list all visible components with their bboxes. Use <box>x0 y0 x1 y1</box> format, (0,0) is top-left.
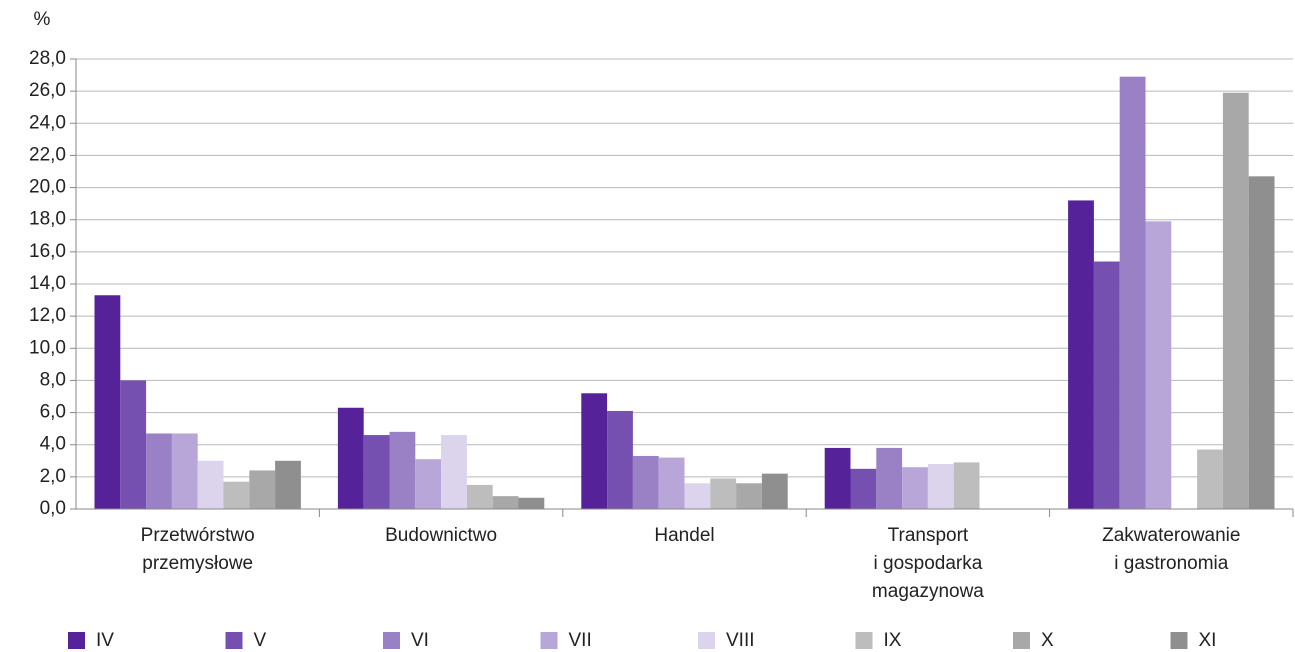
y-tick-label: 6,0 <box>40 402 66 423</box>
y-tick-label: 22,0 <box>29 144 66 165</box>
legend-swatch <box>698 632 715 649</box>
bar <box>927 464 954 509</box>
bar <box>876 447 903 509</box>
bar <box>581 393 608 509</box>
x-tick-label: i gastronomia <box>1114 553 1228 574</box>
y-tick-label: 4,0 <box>40 434 66 455</box>
legend-swatch <box>540 632 558 649</box>
x-tick-label: Zakwaterowanie <box>1102 525 1240 546</box>
bar <box>518 497 545 509</box>
legend-label: VI <box>411 630 429 651</box>
bar <box>684 483 711 509</box>
bar <box>1119 76 1146 509</box>
bar <box>658 457 685 509</box>
bar <box>1248 176 1275 510</box>
bar <box>850 468 877 509</box>
bar <box>1222 92 1249 509</box>
y-tick-label: 14,0 <box>29 273 66 294</box>
legend-label: V <box>254 630 267 651</box>
x-tick-label: Handel <box>654 525 714 546</box>
legend-label: VIII <box>726 630 755 651</box>
x-tick-label: magazynowa <box>872 581 984 602</box>
y-tick-label: 24,0 <box>29 112 66 133</box>
bar <box>146 433 172 509</box>
y-tick-label: 8,0 <box>40 369 66 390</box>
bar <box>710 478 737 509</box>
legend-label: XI <box>1199 630 1217 651</box>
bar <box>389 431 416 509</box>
y-tick-label: 20,0 <box>29 177 66 198</box>
bar <box>223 481 250 509</box>
bar <box>736 483 762 509</box>
legend-label: X <box>1041 630 1054 651</box>
bar <box>953 462 980 509</box>
bar <box>466 484 493 509</box>
bar <box>824 447 851 509</box>
legend-swatch <box>383 632 400 649</box>
bar <box>363 435 390 509</box>
bar <box>197 460 224 509</box>
y-tick-label: 0,0 <box>40 498 66 519</box>
y-axis-label: % <box>34 9 51 30</box>
bar <box>94 295 121 509</box>
y-tick-label: 2,0 <box>40 466 66 487</box>
bar <box>632 455 659 509</box>
bar <box>249 470 276 509</box>
legend-swatch <box>1170 632 1188 649</box>
bar <box>1068 200 1094 509</box>
legend-label: IV <box>96 630 114 651</box>
bar <box>1197 449 1223 509</box>
bar <box>171 433 198 509</box>
x-tick-label: Przetwórstwo <box>141 525 255 546</box>
legend-label: VII <box>569 630 592 651</box>
legend-swatch <box>225 632 243 649</box>
bar <box>761 473 788 509</box>
bar <box>120 380 147 509</box>
bar <box>607 410 633 509</box>
y-tick-label: 28,0 <box>29 48 66 69</box>
bar <box>1145 221 1172 510</box>
bar <box>337 407 364 509</box>
bar <box>1093 261 1120 509</box>
legend-swatch <box>1013 632 1030 649</box>
bar <box>415 459 442 509</box>
x-tick-label: przemysłowe <box>142 553 253 574</box>
bar <box>902 467 928 509</box>
x-tick-label: Transport <box>888 525 969 546</box>
y-tick-label: 12,0 <box>29 305 66 326</box>
y-tick-label: 16,0 <box>29 241 66 262</box>
bar <box>275 460 301 509</box>
legend-label: IX <box>884 630 902 651</box>
bar <box>441 435 467 509</box>
bar <box>492 496 519 509</box>
x-tick-label: i gospodarka <box>874 553 983 574</box>
legend-swatch <box>855 632 873 649</box>
y-tick-label: 18,0 <box>29 209 66 230</box>
legend-swatch <box>68 632 85 649</box>
y-tick-label: 10,0 <box>29 337 66 358</box>
y-tick-label: 26,0 <box>29 80 66 101</box>
x-tick-label: Budownictwo <box>385 525 497 546</box>
